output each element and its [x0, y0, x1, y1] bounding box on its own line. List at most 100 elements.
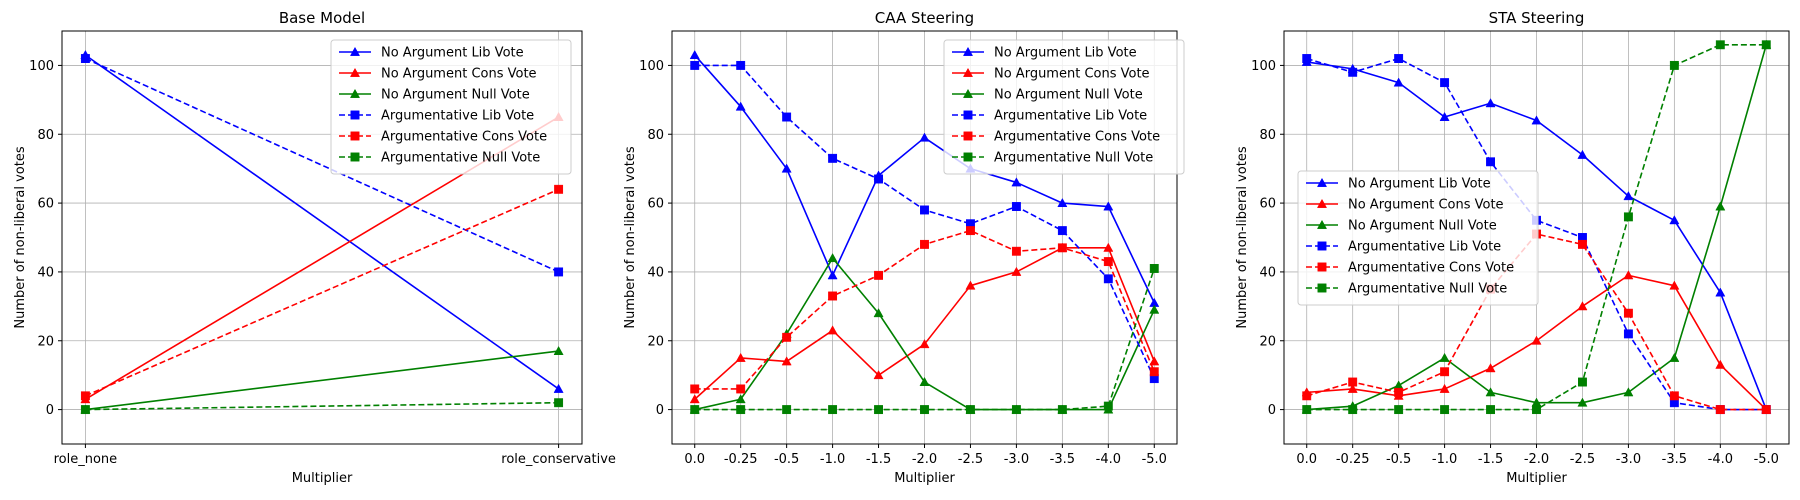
x-tick-label: -3.5	[1050, 452, 1075, 467]
data-point	[1578, 377, 1587, 387]
x-tick-label: role_conservative	[501, 452, 616, 467]
data-point	[1669, 391, 1679, 401]
data-point	[919, 339, 930, 349]
legend-entry: No Argument Lib Vote	[381, 46, 524, 61]
y-tick-label: 100	[639, 59, 664, 74]
data-point	[1149, 304, 1160, 314]
x-tick-label: -0.25	[724, 452, 758, 467]
data-point	[1440, 405, 1450, 415]
legend-swatch-marker	[349, 88, 361, 98]
legend-entry: Argumentative Null Vote	[381, 151, 540, 166]
data-point	[80, 391, 90, 401]
data-point	[690, 60, 700, 70]
data-point	[782, 405, 792, 415]
data-point	[828, 291, 838, 301]
data-point	[1057, 226, 1067, 236]
data-point	[1011, 202, 1021, 211]
legend-entry: Argumentative Lib Vote	[994, 109, 1147, 124]
legend-swatch-marker	[1317, 262, 1327, 272]
data-point	[781, 163, 792, 173]
data-point	[553, 383, 564, 393]
data-point	[1348, 377, 1358, 387]
legend: No Argument Lib Vote No Argument Cons Vot…	[330, 39, 572, 175]
data-point	[1485, 98, 1496, 108]
y-tick-label: 0	[1268, 403, 1276, 418]
series-line	[1306, 57, 1767, 411]
y-tick-label: 80	[1259, 128, 1276, 143]
series-argumentative-cons-vote	[690, 226, 1159, 394]
series-line	[85, 401, 559, 411]
data-point	[1669, 280, 1680, 290]
y-tick-label: 40	[1259, 265, 1276, 280]
y-tick-label: 40	[647, 265, 664, 280]
legend-swatch-marker	[350, 110, 360, 120]
series-line	[85, 57, 559, 273]
series-line	[85, 188, 559, 397]
data-point	[1532, 405, 1541, 415]
data-point	[781, 356, 792, 366]
y-tick-label: 0	[656, 403, 664, 418]
data-point	[1302, 405, 1312, 415]
y-tick-label: 100	[29, 59, 54, 74]
data-point	[554, 184, 564, 194]
data-point	[873, 308, 884, 318]
data-point	[689, 394, 700, 404]
data-point	[827, 253, 838, 263]
data-point	[966, 226, 975, 236]
data-point	[1577, 397, 1588, 407]
data-point	[1715, 201, 1726, 211]
x-tick-label: -0.5	[1386, 452, 1411, 467]
data-point	[736, 60, 746, 70]
legend-swatch-marker	[962, 88, 974, 98]
data-point	[874, 270, 883, 280]
data-point	[1623, 191, 1634, 201]
legend-entry: Argumentative Lib Vote	[1348, 240, 1501, 255]
data-point	[1486, 157, 1495, 167]
data-point	[782, 332, 792, 342]
data-point	[1149, 367, 1159, 377]
data-point	[554, 398, 564, 408]
legend-entry: No Argument Lib Vote	[994, 46, 1137, 61]
data-point	[1669, 352, 1680, 362]
data-point	[965, 280, 976, 290]
x-tick-label: -2.0	[912, 452, 937, 467]
data-point	[920, 205, 929, 215]
legend-swatch-marker	[963, 152, 973, 162]
data-point	[1531, 115, 1542, 125]
legend-entry: Argumentative Cons Vote	[994, 130, 1160, 145]
data-point	[1439, 383, 1450, 393]
y-axis-label: Number of non-liberal votes	[1235, 146, 1250, 328]
data-point	[1623, 329, 1633, 339]
data-point	[1011, 246, 1021, 256]
x-tick-label: -0.25	[1336, 452, 1370, 467]
x-tick-label: -1.0	[1432, 452, 1457, 467]
data-point	[1715, 40, 1725, 50]
data-point	[1394, 387, 1404, 397]
data-point	[736, 405, 746, 415]
data-point	[736, 384, 746, 394]
legend-entry: No Argument Lib Vote	[1348, 177, 1491, 192]
data-point	[920, 405, 929, 415]
data-point	[1149, 356, 1160, 366]
data-point	[782, 112, 792, 122]
data-point	[1011, 405, 1021, 415]
legend-swatch-marker	[963, 131, 973, 141]
data-point	[1577, 301, 1588, 311]
legend-swatch-marker	[1317, 283, 1327, 293]
legend-swatch-marker	[962, 46, 974, 56]
chart-panel-3: 0.0 -0.25 -0.5 -1.0 -1.5 -2.0 -2.5 -3.0 -3.5 -4.0…	[1235, 9, 1790, 486]
chart-title: Base Model	[279, 9, 365, 27]
legend-entry: No Argument Null Vote	[381, 88, 530, 103]
chart-panel-2: 0.0 -0.25 -0.5 -1.0 -1.5 -2.0 -2.5 -3.0 -3.5 -4.0…	[623, 9, 1185, 486]
data-point	[1715, 287, 1726, 297]
legend-entry: Argumentative Cons Vote	[1348, 261, 1514, 276]
x-tick-label: role_none	[54, 452, 118, 467]
data-point	[1486, 405, 1495, 415]
legend-entry: No Argument Null Vote	[994, 88, 1143, 103]
x-tick-label: -3.0	[1004, 452, 1029, 467]
legend-entry: Argumentative Null Vote	[994, 151, 1153, 166]
data-point	[1623, 308, 1633, 318]
data-point	[1485, 363, 1496, 373]
x-tick-label: -0.5	[774, 452, 799, 467]
